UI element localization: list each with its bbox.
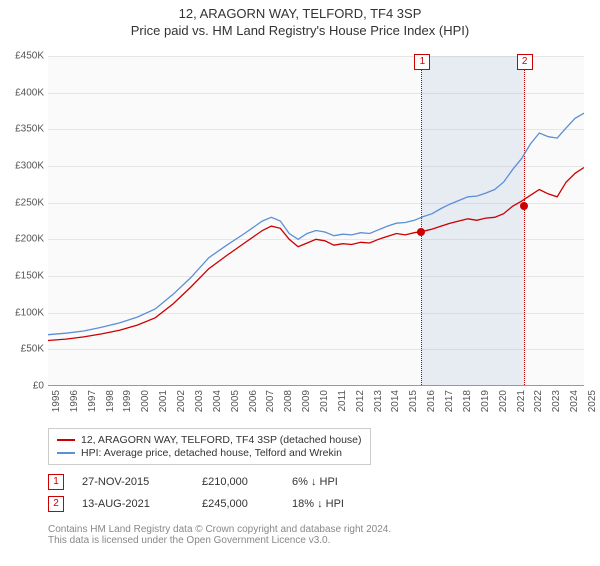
line-series-svg (48, 56, 584, 386)
x-axis-label: 2022 (533, 390, 544, 412)
y-axis-label: £150K (0, 271, 44, 282)
x-axis-label: 2015 (408, 390, 419, 412)
x-axis-label: 2005 (230, 390, 241, 412)
x-axis-label: 2018 (462, 390, 473, 412)
y-axis-label: £100K (0, 307, 44, 318)
x-axis-label: 2020 (498, 390, 509, 412)
footer-text: Contains HM Land Registry data © Crown c… (48, 524, 391, 546)
x-axis-label: 2008 (283, 390, 294, 412)
y-axis-label: £250K (0, 197, 44, 208)
x-axis-label: 2013 (373, 390, 384, 412)
transaction-date: 13-AUG-2021 (82, 498, 202, 510)
x-axis-label: 2007 (265, 390, 276, 412)
x-axis-label: 2001 (158, 390, 169, 412)
x-axis-label: 1997 (87, 390, 98, 412)
x-axis-label: 1999 (122, 390, 133, 412)
transaction-marker-icon: 1 (48, 474, 64, 490)
x-axis-label: 2016 (426, 390, 437, 412)
x-axis-label: 2010 (319, 390, 330, 412)
x-axis-label: 1998 (105, 390, 116, 412)
chart-title: 12, ARAGORN WAY, TELFORD, TF4 3SP (0, 6, 600, 21)
legend-label: HPI: Average price, detached house, Telf… (81, 447, 342, 459)
chart-subtitle: Price paid vs. HM Land Registry's House … (0, 23, 600, 38)
transaction-date: 27-NOV-2015 (82, 476, 202, 488)
y-axis-label: £0 (0, 381, 44, 392)
series-line (48, 168, 584, 341)
x-axis-label: 1996 (69, 390, 80, 412)
y-axis-label: £400K (0, 87, 44, 98)
x-axis-label: 2023 (551, 390, 562, 412)
x-axis-label: 2011 (337, 390, 348, 412)
x-axis-label: 2025 (587, 390, 598, 412)
table-row: 1 27-NOV-2015 £210,000 6% ↓ HPI (48, 474, 412, 490)
transaction-price: £210,000 (202, 476, 292, 488)
chart-area: 12 £0£50K£100K£150K£200K£250K£300K£350K£… (48, 56, 584, 386)
legend-entry: HPI: Average price, detached house, Telf… (57, 447, 362, 459)
table-row: 2 13-AUG-2021 £245,000 18% ↓ HPI (48, 496, 412, 512)
footer-line: Contains HM Land Registry data © Crown c… (48, 524, 391, 535)
y-axis-label: £200K (0, 234, 44, 245)
y-axis-label: £300K (0, 161, 44, 172)
legend-box: 12, ARAGORN WAY, TELFORD, TF4 3SP (detac… (48, 428, 371, 465)
x-axis-label: 2000 (140, 390, 151, 412)
x-axis-label: 2002 (176, 390, 187, 412)
x-axis-label: 2019 (480, 390, 491, 412)
legend-swatch (57, 439, 75, 441)
x-axis-label: 2014 (390, 390, 401, 412)
y-axis-label: £50K (0, 344, 44, 355)
x-axis-label: 2012 (355, 390, 366, 412)
chart-container: 12, ARAGORN WAY, TELFORD, TF4 3SP Price … (0, 6, 600, 566)
legend-label: 12, ARAGORN WAY, TELFORD, TF4 3SP (detac… (81, 434, 362, 446)
x-axis-label: 2004 (212, 390, 223, 412)
legend-swatch (57, 452, 75, 454)
transaction-diff: 6% ↓ HPI (292, 476, 412, 488)
x-axis-label: 2003 (194, 390, 205, 412)
y-axis-label: £350K (0, 124, 44, 135)
x-axis-label: 1995 (51, 390, 62, 412)
transactions-table: 1 27-NOV-2015 £210,000 6% ↓ HPI 2 13-AUG… (48, 474, 412, 518)
y-axis-label: £450K (0, 51, 44, 62)
x-axis-label: 2006 (248, 390, 259, 412)
legend-entry: 12, ARAGORN WAY, TELFORD, TF4 3SP (detac… (57, 434, 362, 446)
x-axis-label: 2009 (301, 390, 312, 412)
transaction-price: £245,000 (202, 498, 292, 510)
footer-line: This data is licensed under the Open Gov… (48, 535, 391, 546)
transaction-marker-icon: 2 (48, 496, 64, 512)
x-axis-label: 2024 (569, 390, 580, 412)
transaction-diff: 18% ↓ HPI (292, 498, 412, 510)
x-axis-label: 2021 (516, 390, 527, 412)
x-axis-label: 2017 (444, 390, 455, 412)
series-line (48, 113, 584, 335)
